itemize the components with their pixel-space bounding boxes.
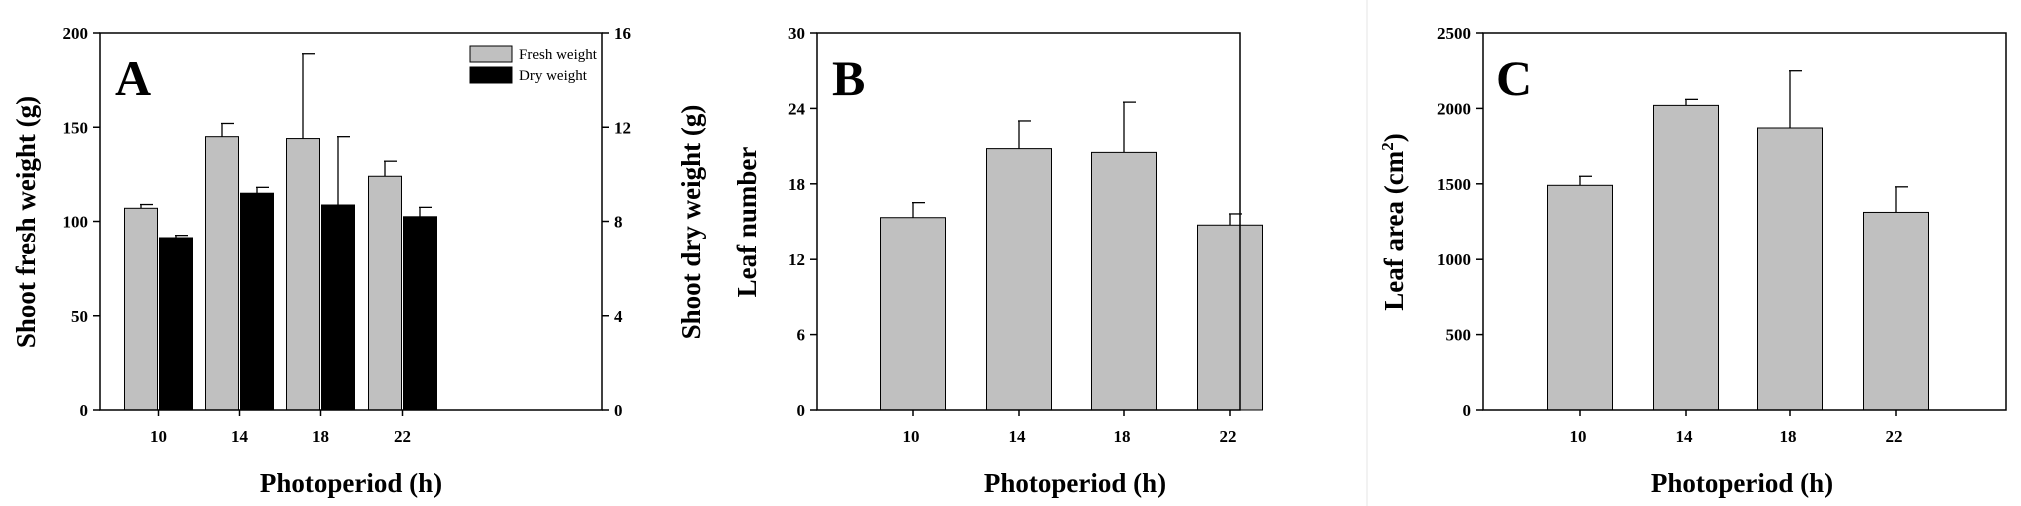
bar-value (1547, 184, 1613, 411)
bar-value (880, 217, 946, 411)
panel-a-bars (124, 53, 437, 411)
legend-swatch-fresh-weight (469, 45, 513, 63)
panel-a-ticks: 0 50 100 150 200 0 4 8 12 16 10 14 18 22 (63, 24, 632, 446)
y-tick-label: 30 (788, 24, 805, 43)
panel-b-x-axis-title: Photoperiod (h) (984, 468, 1166, 498)
bar-value (1757, 127, 1823, 411)
y-tick-label: 1000 (1437, 250, 1471, 269)
panel-a-plot-frame (99, 32, 603, 411)
y-tick-label: 18 (788, 175, 805, 194)
y-tick-label: 100 (63, 213, 89, 232)
panel-c-y-axis-title: Leaf area (cm2) (1378, 133, 1409, 310)
legend: Fresh weight Dry weight (469, 45, 598, 84)
y-tick-label: 2000 (1437, 99, 1471, 118)
bar-value (1091, 151, 1157, 411)
x-tick-label: 18 (312, 427, 329, 446)
y-tick-label: 6 (797, 326, 806, 345)
y-tick-label: 500 (1446, 326, 1472, 345)
bar-fresh-weight (368, 175, 402, 411)
y-tick-label: 0 (1463, 401, 1472, 420)
panel-c-y-axis-title-sup: 2 (1378, 142, 1397, 151)
panel-a-label: A (115, 50, 151, 106)
x-tick-label: 18 (1780, 427, 1797, 446)
panel-b-bars (880, 101, 1263, 411)
x-tick-label: 22 (1220, 427, 1237, 446)
y-right-tick-label: 4 (614, 307, 623, 326)
bar-fresh-weight (286, 138, 320, 411)
panel-c-plot-frame (1482, 32, 2007, 411)
panel-a-x-axis-title: Photoperiod (h) (260, 468, 442, 498)
x-tick-label: 10 (150, 427, 167, 446)
y-tick-label: 24 (788, 99, 806, 118)
x-tick-label: 10 (903, 427, 920, 446)
y-tick-label: 0 (797, 401, 806, 420)
y-right-tick-label: 12 (614, 118, 631, 137)
y-tick-label: 12 (788, 250, 805, 269)
legend-label-dry-weight: Dry weight (519, 68, 588, 84)
bar-value (1653, 104, 1719, 411)
x-tick-label: 14 (1009, 427, 1027, 446)
legend-label-fresh-weight: Fresh weight (519, 47, 598, 63)
y-right-tick-label: 16 (614, 24, 631, 43)
bar-value (1863, 211, 1929, 411)
bar-value (1197, 224, 1263, 411)
bar-dry-weight (240, 192, 274, 411)
panel-b-ticks: 0 6 12 18 24 30 10 14 18 22 (788, 24, 1237, 446)
bar-fresh-weight (124, 207, 158, 411)
panel-a-y-axis-title: Shoot fresh weight (g) (11, 96, 41, 348)
bar-value (986, 148, 1052, 411)
y-tick-label: 150 (63, 118, 89, 137)
x-tick-label: 22 (1886, 427, 1903, 446)
y-right-tick-label: 8 (614, 213, 623, 232)
x-tick-label: 14 (1676, 427, 1694, 446)
panel-a: 0 50 100 150 200 0 4 8 12 16 10 14 18 22 A Photoperio… (11, 24, 706, 498)
x-tick-label: 18 (1114, 427, 1131, 446)
panel-c-y-axis-title-main: Leaf area (cm (1379, 150, 1409, 310)
panel-c-bars (1547, 70, 1929, 411)
bar-dry-weight (321, 204, 355, 411)
legend-swatch-dry-weight (469, 66, 513, 84)
x-tick-label: 22 (394, 427, 411, 446)
panel-b-y-axis-title: Leaf number (732, 147, 762, 298)
bar-dry-weight (403, 216, 437, 411)
panel-c-ticks: 0 500 1000 1500 2000 2500 10 14 18 22 (1437, 24, 1903, 446)
panel-b: 0 6 12 18 24 30 10 14 18 22 B Photoperiod (h) Lea… (732, 24, 1263, 498)
panel-b-plot-frame (816, 32, 1241, 411)
y-tick-label: 2500 (1437, 24, 1471, 43)
panel-c-label: C (1496, 50, 1532, 106)
bar-fresh-weight (205, 136, 239, 411)
y-tick-label: 200 (63, 24, 89, 43)
panel-b-label: B (832, 50, 865, 106)
bar-dry-weight (159, 237, 193, 411)
y-tick-label: 50 (71, 307, 88, 326)
y-tick-label: 1500 (1437, 175, 1471, 194)
panel-c-y-axis-title-suffix: ) (1379, 133, 1409, 142)
y-right-tick-label: 0 (614, 401, 623, 420)
x-tick-label: 10 (1570, 427, 1587, 446)
panel-c-x-axis-title: Photoperiod (h) (1651, 468, 1833, 498)
x-tick-label: 14 (231, 427, 249, 446)
panel-c: 0 500 1000 1500 2000 2500 10 14 18 22 C Photoperi… (1378, 24, 2007, 498)
y-tick-label: 0 (80, 401, 89, 420)
panel-a-y-axis-title-right: Shoot dry weight (g) (676, 105, 706, 340)
